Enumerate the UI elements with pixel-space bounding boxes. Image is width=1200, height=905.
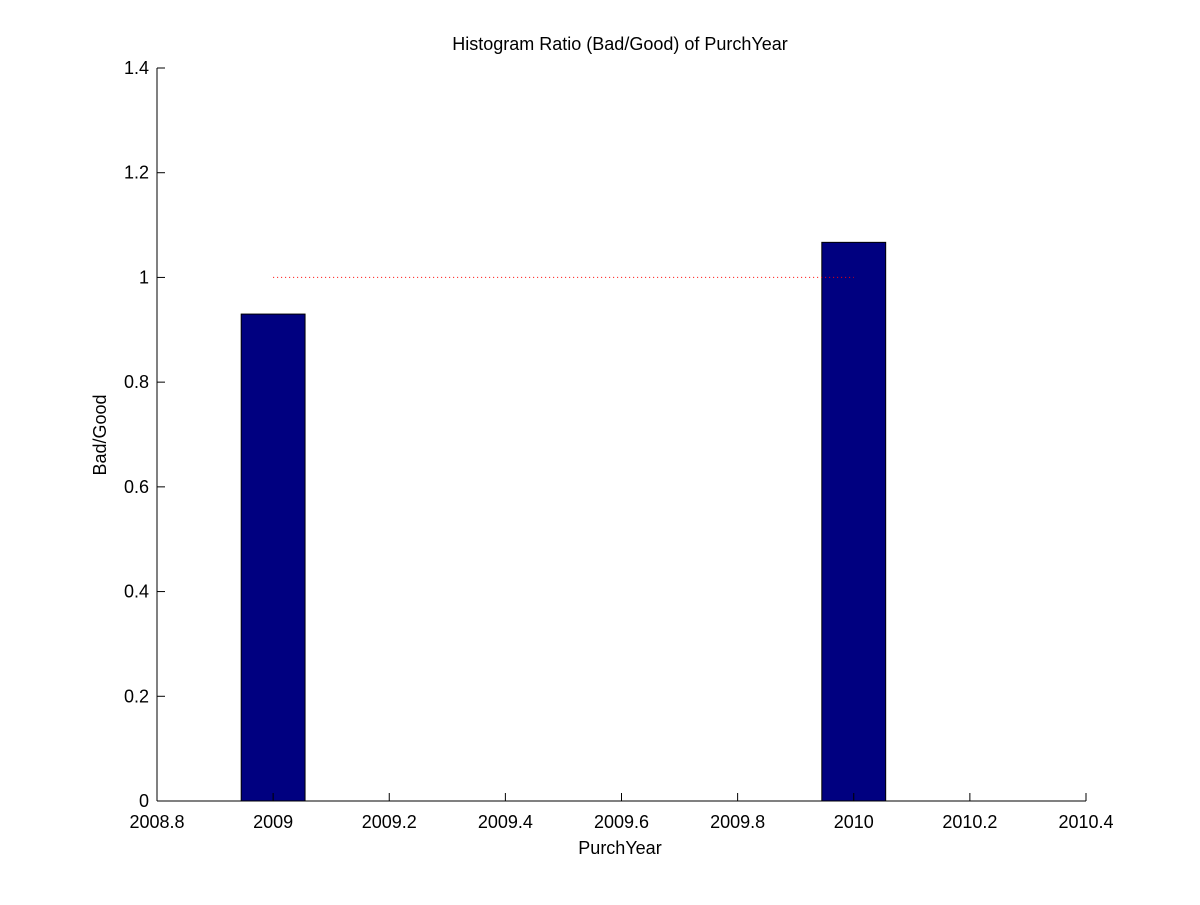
bar-2009 [240,313,306,802]
x-tick-label: 2010.4 [1058,812,1113,832]
x-tick-label: 2009.6 [594,812,649,832]
x-tick-label: 2008.8 [129,812,184,832]
y-tick-label: 1.2 [124,163,149,183]
x-tick-label: 2010 [834,812,874,832]
y-tick-label: 0.2 [124,686,149,706]
x-axis-label: PurchYear [578,838,661,858]
x-tick-label: 2010.2 [942,812,997,832]
x-tick-label: 2009.4 [478,812,533,832]
y-tick-label: 0.6 [124,477,149,497]
y-axis-label: Bad/Good [90,394,110,475]
bar-2010 [821,241,887,802]
x-tick-label: 2009 [253,812,293,832]
x-tick-label: 2009.2 [362,812,417,832]
x-tick-label: 2009.8 [710,812,765,832]
chart-title: Histogram Ratio (Bad/Good) of PurchYear [452,34,788,54]
y-tick-label: 0.4 [124,582,149,602]
plot-area: 2008.8 2009 2009.2 2009.4 2009.6 2009.8 2010 20… [124,58,1114,832]
y-tick-label: 0.8 [124,372,149,392]
y-tick-label: 1.4 [124,58,149,78]
y-tick-label: 1 [139,267,149,287]
y-tick-label: 0 [139,791,149,811]
